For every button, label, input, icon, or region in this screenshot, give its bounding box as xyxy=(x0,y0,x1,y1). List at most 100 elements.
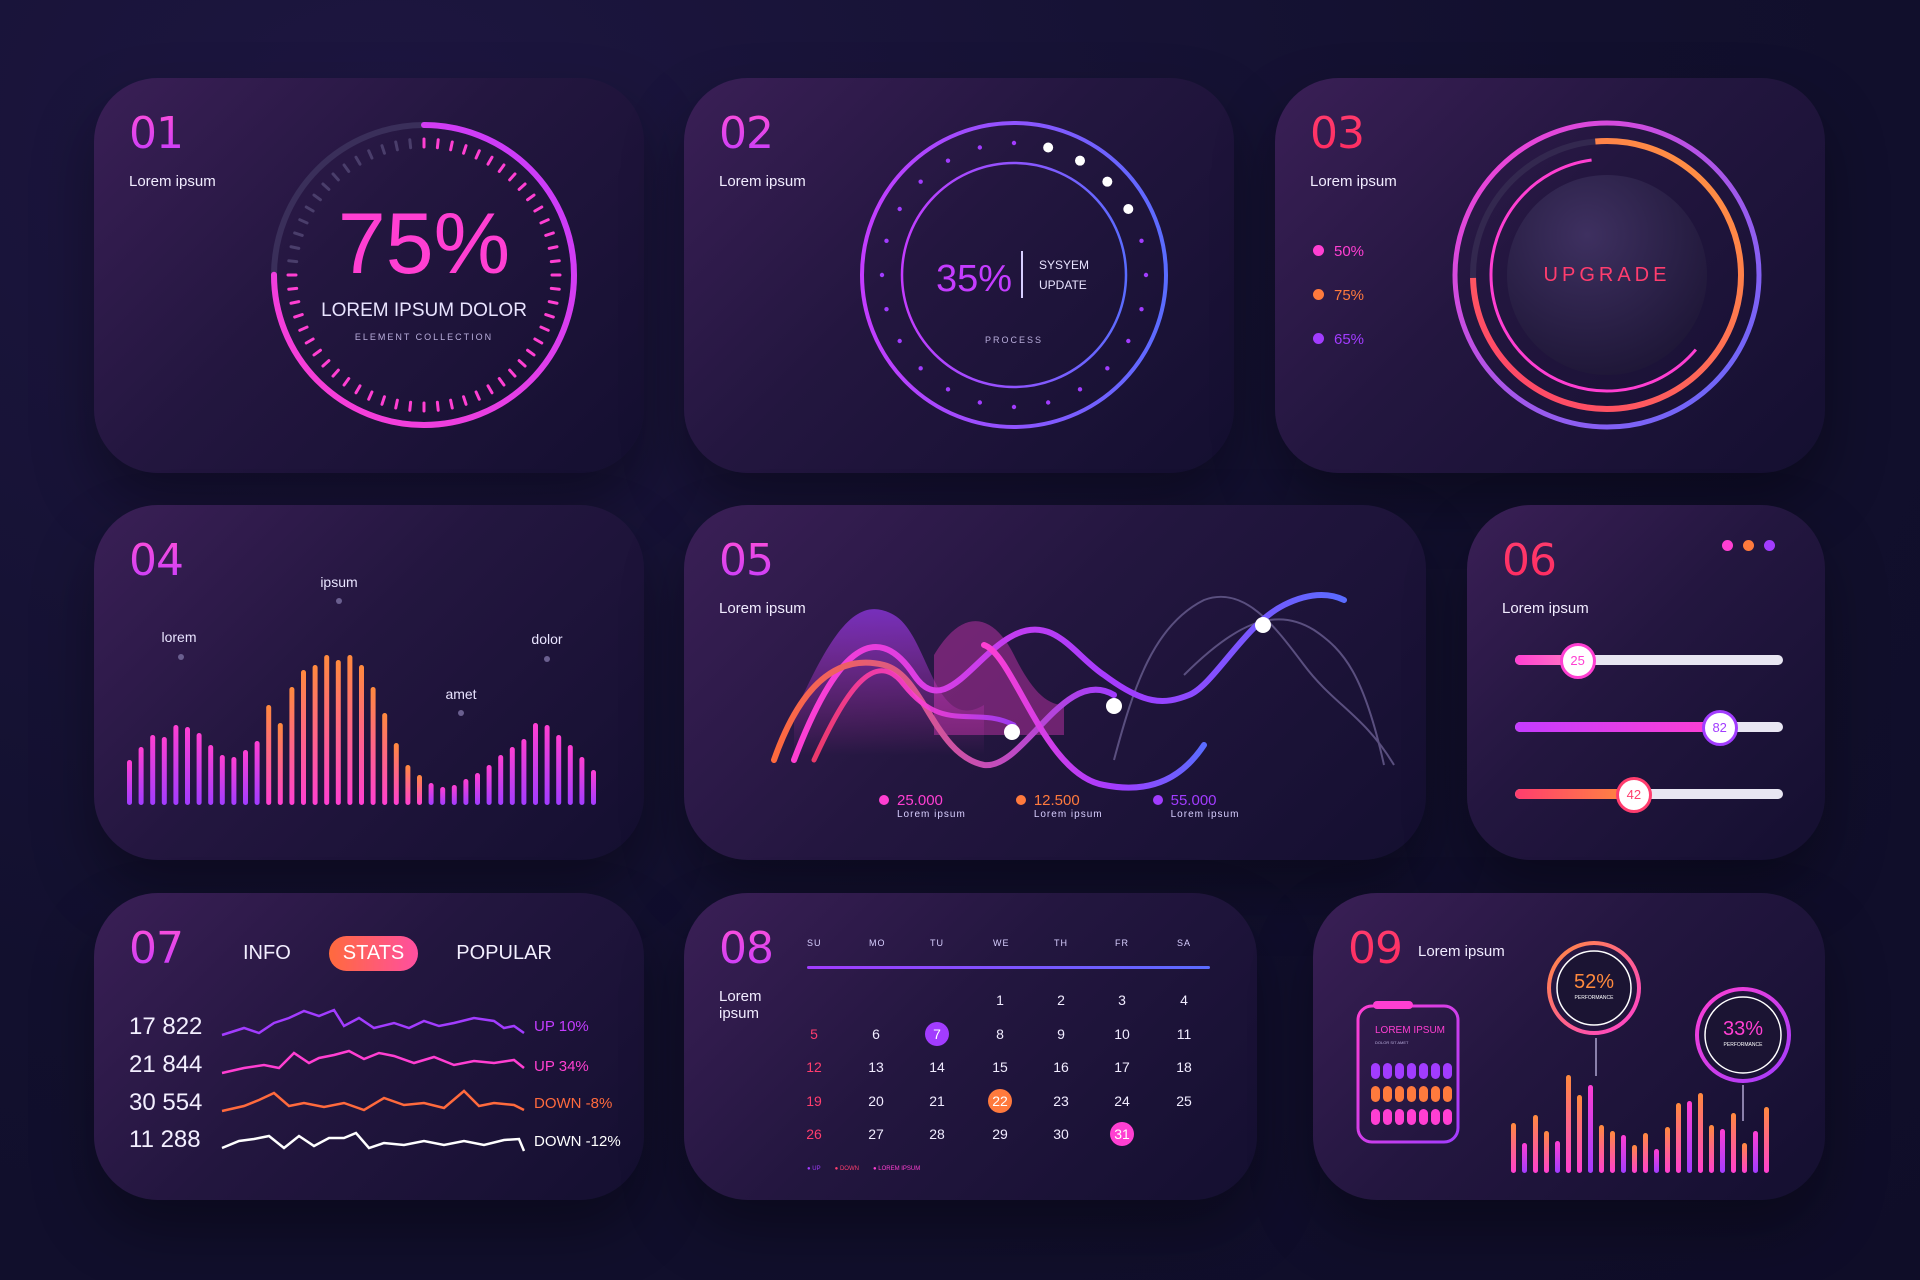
card-number: 04 xyxy=(129,535,184,586)
calendar-day[interactable]: 11 xyxy=(1176,1025,1192,1042)
calendar-day[interactable]: 5 xyxy=(810,1025,818,1042)
legend-item: 75% xyxy=(1313,287,1364,331)
gauge-tick xyxy=(435,138,440,150)
bar xyxy=(1533,1115,1538,1173)
calendar-day[interactable]: 2 xyxy=(1057,992,1065,1008)
card-label: Lorem ipsum xyxy=(719,600,806,617)
bar xyxy=(301,670,306,805)
annotation-lorem: lorem xyxy=(161,629,196,645)
calendar-day[interactable]: 23 xyxy=(1053,1092,1069,1109)
grid-pill xyxy=(1419,1086,1428,1102)
calendar-day[interactable]: 17 xyxy=(1114,1059,1130,1075)
grid-pill xyxy=(1395,1086,1404,1102)
bar xyxy=(544,725,550,805)
bar xyxy=(161,737,167,805)
grid-pill xyxy=(1383,1086,1392,1102)
calendar-day[interactable]: 9 xyxy=(1057,1025,1065,1042)
bar xyxy=(475,773,480,805)
grid-pill xyxy=(1395,1063,1404,1079)
slider-handle[interactable]: 82 xyxy=(1701,710,1738,746)
gauge-tick xyxy=(462,144,468,155)
calendar-day[interactable]: 4 xyxy=(1180,992,1188,1008)
bar xyxy=(1676,1103,1681,1173)
calendar-day[interactable]: 18 xyxy=(1176,1059,1192,1075)
bar xyxy=(1555,1141,1560,1173)
calendar-day[interactable]: 7 xyxy=(925,1021,949,1046)
card-label: Lorem ipsum xyxy=(719,173,806,190)
card-stats: 07 INFO STATS POPULAR 17 822 21 844 30 5… xyxy=(94,893,644,1200)
grid-pill xyxy=(1419,1109,1428,1125)
tab-info[interactable]: INFO xyxy=(243,942,291,964)
calendar-day[interactable]: 20 xyxy=(868,1092,884,1109)
legend-dot xyxy=(1015,795,1026,805)
card-system-update: 02 Lorem ipsum 35% SYSYEM UPDATE PROCESS xyxy=(684,78,1234,473)
calendar-day[interactable]: 10 xyxy=(1114,1025,1130,1042)
bar xyxy=(1632,1145,1637,1173)
gauge-tick xyxy=(298,325,309,332)
annotation-amet: amet xyxy=(445,686,476,702)
gauge-tick xyxy=(321,359,331,368)
gauge-tick xyxy=(287,259,299,264)
upgrade-button[interactable]: UPGRADE xyxy=(1543,264,1671,286)
ring-dot xyxy=(884,306,889,312)
update-caption: PROCESS xyxy=(985,335,1043,345)
legend-value: 55.000 xyxy=(1170,792,1217,809)
tab-stats[interactable]: STATS xyxy=(328,936,419,971)
calendar-day[interactable]: 16 xyxy=(1053,1059,1069,1075)
stat-status: DOWN -8% xyxy=(534,1095,613,1112)
stat-status: UP 10% xyxy=(534,1018,589,1035)
calendar-day[interactable]: 31 xyxy=(1110,1122,1134,1146)
perf-value-1: 52% xyxy=(1573,971,1615,993)
bar xyxy=(579,757,585,805)
calendar-day[interactable]: 19 xyxy=(806,1092,822,1109)
calendar-day[interactable]: 27 xyxy=(868,1126,884,1142)
bar xyxy=(196,733,202,805)
calendar-day[interactable]: 13 xyxy=(868,1059,884,1075)
calendar-day[interactable]: 14 xyxy=(929,1059,945,1075)
calendar-day[interactable]: 22 xyxy=(988,1088,1012,1113)
ring-dot xyxy=(1126,338,1131,344)
bar xyxy=(1742,1143,1747,1173)
bar xyxy=(335,660,341,805)
legend-value: 75% xyxy=(1334,287,1365,304)
calendar-day[interactable]: 26 xyxy=(806,1126,822,1142)
calendar-day[interactable]: 8 xyxy=(996,1025,1004,1042)
gauge-tick xyxy=(549,286,561,291)
calendar-day[interactable]: 1 xyxy=(996,992,1004,1008)
calendar-day[interactable]: 30 xyxy=(1053,1126,1069,1142)
slider-track[interactable]: 82 xyxy=(1515,710,1783,746)
calendar-day[interactable]: 29 xyxy=(992,1126,1008,1142)
calendar-day[interactable]: 28 xyxy=(929,1126,945,1142)
calendar-day[interactable]: 21 xyxy=(929,1092,945,1109)
gauge-tick xyxy=(474,390,481,401)
calendar-day[interactable]: 24 xyxy=(1114,1092,1130,1109)
slider-track[interactable]: 25 xyxy=(1515,643,1783,679)
annotation-ipsum: ipsum xyxy=(320,574,357,590)
calendar-day[interactable]: 12 xyxy=(806,1059,822,1075)
calendar-day-header: FR xyxy=(1115,938,1129,948)
calendar-day[interactable]: 3 xyxy=(1118,992,1126,1008)
tab-popular[interactable]: POPULAR xyxy=(456,942,552,964)
gauge-tick xyxy=(289,300,301,305)
upgrade-rings xyxy=(1452,120,1762,430)
grid-pill xyxy=(1431,1086,1440,1102)
gauge-tick xyxy=(539,325,550,332)
calendar-day[interactable]: 25 xyxy=(1176,1092,1192,1109)
bar xyxy=(1654,1149,1659,1173)
gauge-tick xyxy=(289,245,301,250)
card-sliders: 06 Lorem ipsum 25 82 42 xyxy=(1467,505,1825,860)
ring-dot xyxy=(1077,387,1083,392)
calendar-day[interactable]: 6 xyxy=(872,1025,880,1042)
ring-dot xyxy=(1123,204,1134,214)
legend-dot xyxy=(1152,795,1163,805)
gauge-tick xyxy=(508,172,517,182)
legend-caption: Lorem ipsum xyxy=(897,809,966,820)
bar xyxy=(312,665,318,805)
bar xyxy=(1522,1143,1527,1173)
calendar-day[interactable]: 15 xyxy=(992,1059,1008,1075)
slider-handle[interactable]: 25 xyxy=(1559,643,1596,679)
calendar-day-header: MO xyxy=(869,938,886,948)
ring-dot xyxy=(1011,140,1017,146)
slider-handle[interactable]: 42 xyxy=(1615,777,1652,813)
slider-track[interactable]: 42 xyxy=(1515,777,1783,813)
